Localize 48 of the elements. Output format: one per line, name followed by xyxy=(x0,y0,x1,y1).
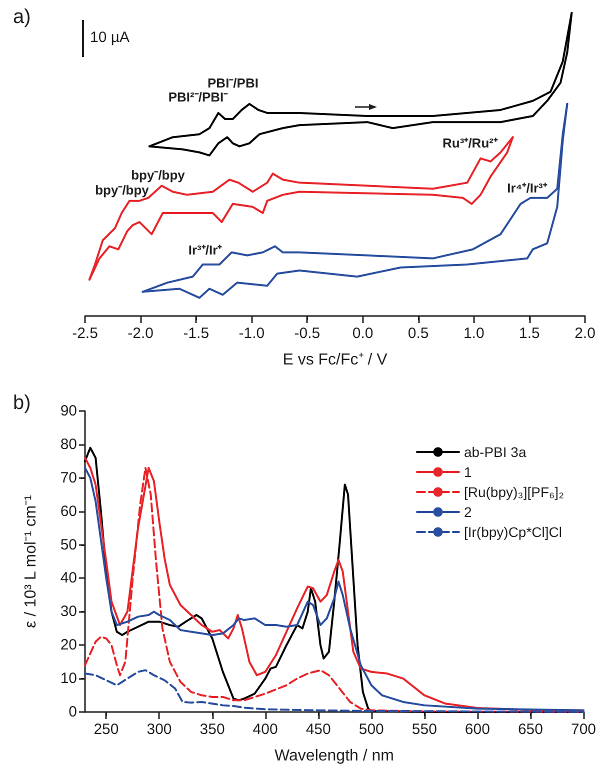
x-tick-label: -0.5 xyxy=(294,325,320,342)
annotation: bpy⁻/bpy xyxy=(131,168,186,182)
y-tick-label: 70 xyxy=(60,469,77,486)
x-tick-label: 1.0 xyxy=(463,325,484,342)
x-tick-label: 0.0 xyxy=(352,325,374,342)
chart-title: b) xyxy=(13,392,31,414)
legend-label: 2 xyxy=(464,504,472,520)
x-axis-title: Wavelength / nm xyxy=(274,748,394,764)
x-axis-title: E vs Fc/Fc⁺ / V xyxy=(282,352,388,368)
annotation: 10 µA xyxy=(90,29,130,46)
x-tick-label: -1.0 xyxy=(238,325,265,342)
x-tick-label: 400 xyxy=(252,721,278,738)
x-tick-label: 450 xyxy=(306,721,331,738)
annotation: bpy⁻/bpy xyxy=(95,182,150,198)
x-tick-label: 0.5 xyxy=(408,325,429,342)
legend-label: 1 xyxy=(464,464,472,480)
x-tick-label: 2.0 xyxy=(574,325,596,342)
x-tick-label: -1.5 xyxy=(183,325,210,342)
y-tick-label: 50 xyxy=(60,536,77,554)
annotation: PBI²⁻/PBI⁻ xyxy=(168,90,229,104)
x-tick-label: 250 xyxy=(94,721,119,738)
y-tick-label: 30 xyxy=(60,603,77,620)
annotation: Ir³⁺/Ir⁺ xyxy=(188,242,223,258)
y-tick-label: 0 xyxy=(68,704,77,720)
annotation: PBI⁻/PBI xyxy=(208,76,258,90)
annotation: Ru³⁺/Ru²⁺ xyxy=(442,136,498,150)
y-tick-label: 10 xyxy=(60,670,77,688)
x-tick-label: 700 xyxy=(570,721,596,738)
legend-label: [Ru(bpy)₃][PF₆]₂ xyxy=(464,484,564,500)
x-tick-label: 650 xyxy=(518,721,543,738)
x-tick-label: -2.5 xyxy=(72,325,98,342)
legend-label: ab-PBI 3a xyxy=(464,444,526,460)
x-tick-label: 1.5 xyxy=(519,325,540,342)
y-tick-label: 80 xyxy=(60,436,77,453)
y-axis-title: ε / 10³ L mol⁻¹ cm⁻¹ xyxy=(22,495,40,628)
y-tick-label: 90 xyxy=(60,402,77,420)
x-tick-label: 500 xyxy=(358,721,384,738)
x-tick-label: 350 xyxy=(200,721,225,738)
x-tick-label: -2.0 xyxy=(128,325,154,342)
chart-title: a) xyxy=(13,6,31,28)
x-tick-label: 600 xyxy=(464,721,490,738)
annotation: Ir⁴⁺/Ir³⁺ xyxy=(507,180,548,196)
x-tick-label: 300 xyxy=(146,721,172,738)
y-tick-label: 20 xyxy=(60,636,77,654)
y-tick-label: 60 xyxy=(60,502,77,520)
legend-label: [Ir(bpy)Cp*Cl]Cl xyxy=(464,524,562,540)
x-tick-label: 550 xyxy=(412,721,437,738)
y-tick-label: 40 xyxy=(60,570,77,587)
